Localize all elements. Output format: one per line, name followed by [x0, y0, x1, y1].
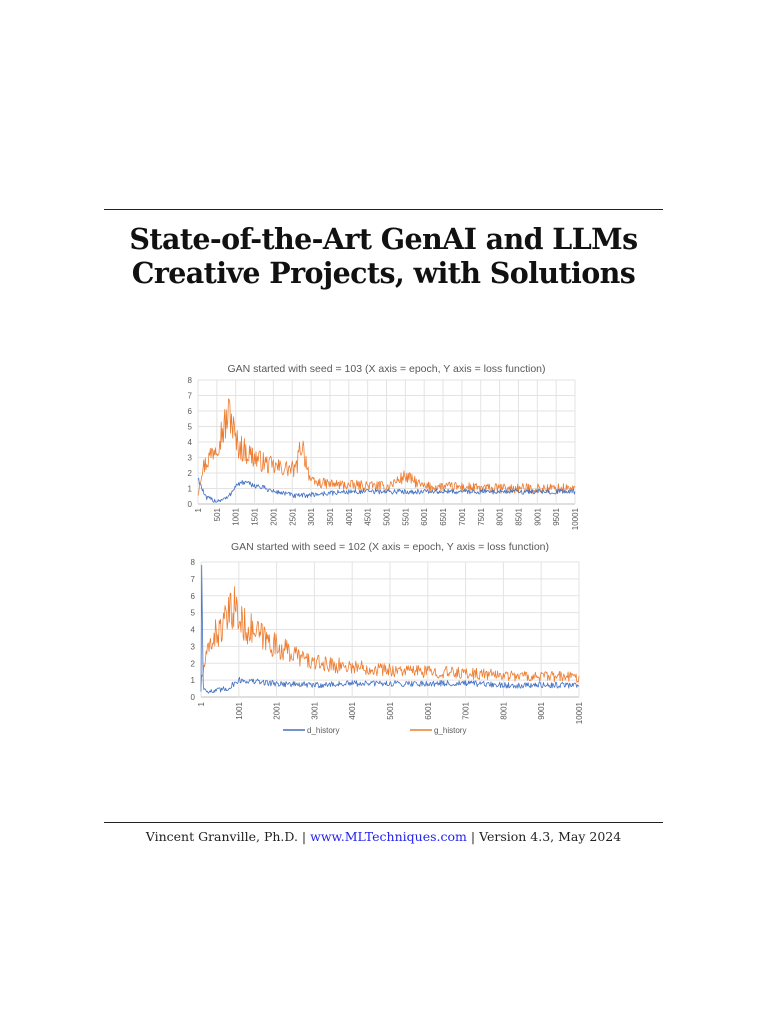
y-tick-label: 3	[191, 642, 196, 651]
x-tick-label: 5001	[386, 701, 395, 719]
x-tick-label: 10001	[575, 701, 584, 724]
x-tick-label: 1	[194, 507, 203, 512]
top-rule	[104, 209, 663, 210]
x-tick-label: 10001	[571, 507, 580, 530]
x-tick-label: 1001	[235, 701, 244, 719]
x-tick-label: 2001	[273, 701, 282, 719]
y-tick-label: 2	[191, 659, 196, 668]
chart-title: GAN started with seed = 102 (X axis = ep…	[231, 541, 549, 553]
footer-separator-1: |	[301, 829, 307, 844]
x-tick-label: 2001	[269, 507, 278, 525]
x-tick-label: 9001	[533, 507, 542, 525]
x-tick-label: 3001	[307, 507, 316, 525]
footer: Vincent Granville, Ph.D. | www.MLTechniq…	[104, 829, 663, 844]
website-link[interactable]: www.MLTechniques.com	[310, 829, 467, 844]
x-tick-label: 7001	[462, 701, 471, 719]
y-tick-label: 2	[188, 469, 193, 478]
x-tick-label: 1501	[251, 507, 260, 525]
x-tick-label: 4001	[348, 701, 357, 719]
x-tick-label: 6501	[439, 507, 448, 525]
x-tick-label: 9001	[537, 701, 546, 719]
y-tick-label: 5	[191, 609, 196, 618]
loss-chart-seed-102: GAN started with seed = 102 (X axis = ep…	[191, 541, 584, 735]
chart-title: GAN started with seed = 103 (X axis = ep…	[228, 363, 546, 375]
y-tick-label: 6	[191, 592, 196, 601]
x-tick-label: 6001	[420, 507, 429, 525]
x-tick-label: 501	[213, 507, 222, 521]
y-tick-label: 8	[188, 376, 193, 385]
y-tick-label: 4	[191, 626, 196, 635]
x-tick-label: 8001	[499, 701, 508, 719]
y-tick-label: 0	[188, 500, 193, 509]
y-tick-label: 1	[188, 485, 193, 494]
x-tick-label: 8001	[496, 507, 505, 525]
x-tick-label: 1	[197, 701, 206, 706]
legend-label-g-history: g_history	[434, 726, 466, 735]
x-tick-label: 3001	[310, 701, 319, 719]
y-tick-label: 6	[188, 407, 193, 416]
y-tick-label: 7	[191, 575, 196, 584]
footer-separator-2: |	[470, 829, 476, 844]
y-tick-label: 4	[188, 438, 193, 447]
bottom-rule	[104, 822, 663, 823]
y-tick-label: 0	[191, 693, 196, 702]
x-tick-label: 7001	[458, 507, 467, 525]
y-tick-label: 8	[191, 558, 196, 567]
x-tick-label: 4501	[364, 507, 373, 525]
x-tick-label: 6001	[424, 701, 433, 719]
x-tick-label: 2501	[288, 507, 297, 525]
title-line-1: State-of-the-Art GenAI and LLMs	[129, 222, 638, 256]
y-tick-label: 7	[188, 392, 193, 401]
x-tick-label: 9501	[552, 507, 561, 525]
legend-label-d-history: d_history	[307, 726, 339, 735]
x-tick-label: 5501	[401, 507, 410, 525]
x-tick-label: 5001	[383, 507, 392, 525]
loss-chart-seed-103: GAN started with seed = 103 (X axis = ep…	[188, 363, 580, 530]
y-tick-label: 1	[191, 676, 196, 685]
x-tick-label: 7501	[477, 507, 486, 525]
x-tick-label: 8501	[514, 507, 523, 525]
series-line-d-history	[200, 564, 580, 694]
x-tick-label: 3501	[326, 507, 335, 525]
title-line-2: Creative Projects, with Solutions	[131, 256, 636, 290]
book-title: State-of-the-Art GenAI and LLMs Creative…	[104, 222, 663, 290]
x-tick-label: 4001	[345, 507, 354, 525]
x-tick-label: 1001	[232, 507, 241, 525]
footer-version: Version 4.3, May 2024	[479, 829, 622, 844]
footer-author: Vincent Granville, Ph.D.	[145, 829, 298, 844]
series-line-d-history	[197, 477, 576, 503]
y-tick-label: 5	[188, 423, 193, 432]
y-tick-label: 3	[188, 454, 193, 463]
series-line-g-history	[200, 586, 580, 686]
